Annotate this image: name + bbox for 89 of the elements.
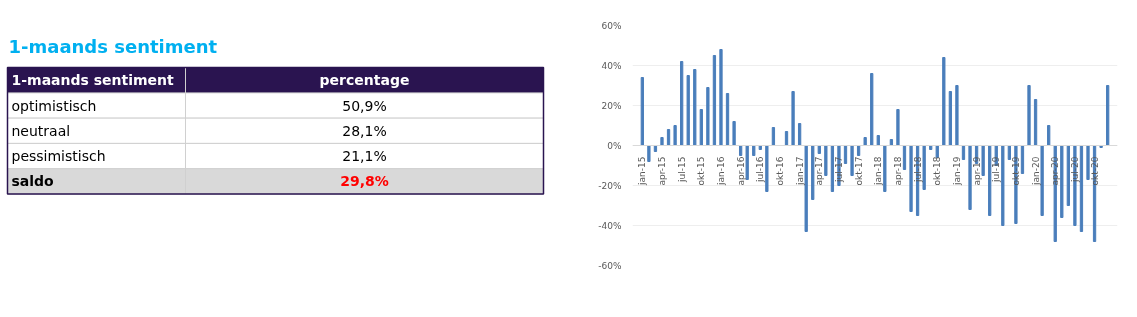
bar (1040, 145, 1044, 216)
y-tick-label: -40% (598, 220, 622, 231)
bar (830, 145, 835, 192)
bar (660, 137, 664, 146)
bar (1086, 145, 1090, 180)
x-tick-label: apr-15 (656, 156, 667, 186)
bar (1014, 145, 1018, 224)
bar (811, 145, 815, 200)
bar (988, 145, 992, 216)
x-tick-label: apr-16 (735, 156, 746, 186)
bar (870, 73, 874, 146)
x-tick-label: apr-19 (971, 156, 982, 186)
bar (732, 121, 736, 146)
bar (942, 57, 946, 146)
x-tick-label: jan-20 (1030, 156, 1041, 186)
bar (765, 145, 769, 192)
x-tick-label: okt-19 (1010, 156, 1021, 186)
bar (791, 91, 795, 146)
bar (929, 145, 933, 150)
x-tick-label: apr-17 (814, 156, 825, 186)
bar (824, 145, 828, 176)
bar (680, 61, 684, 146)
bar (706, 87, 710, 146)
bar (712, 55, 717, 146)
y-tick-label: 20% (601, 100, 622, 111)
bar (1060, 145, 1064, 218)
bar (935, 145, 939, 158)
bar (863, 137, 867, 146)
bar (955, 85, 959, 146)
bar (745, 145, 749, 180)
bar (673, 125, 677, 146)
x-tick-label: jul-18 (912, 156, 923, 183)
x-tick-label: okt-20 (1089, 156, 1100, 186)
y-tick-label: 60% (601, 20, 622, 31)
bar (968, 145, 972, 210)
x-tick-label: jul-20 (1069, 156, 1080, 183)
category-label: pessimistisch (11, 148, 106, 165)
bar (922, 145, 926, 190)
category-label: saldo (11, 173, 55, 190)
text: 1-maands sentiment (11, 72, 175, 89)
text: 1-maands sentiment (8, 36, 218, 58)
x-tick-label: jan-15 (637, 156, 648, 186)
bar (948, 91, 953, 146)
bar (693, 69, 697, 146)
bar (896, 109, 900, 146)
category-label: neutraal (11, 122, 71, 139)
x-tick-label: jan-17 (794, 156, 805, 186)
x-tick-label: okt-18 (932, 156, 943, 186)
text: 21,1% (342, 148, 387, 165)
y-tick-label: -60% (598, 260, 622, 271)
bar (850, 145, 854, 176)
y-tick-label: 0% (607, 140, 622, 151)
bar (725, 93, 730, 146)
text: percentage (319, 72, 410, 89)
bar (686, 75, 690, 146)
x-tick-label: apr-20 (1050, 156, 1061, 186)
bar (1001, 145, 1005, 226)
bar (883, 145, 887, 192)
category-label: optimistisch (11, 97, 97, 114)
bar (647, 145, 651, 162)
x-tick-label: jul-15 (676, 156, 687, 183)
bar (640, 77, 644, 146)
text: 28,1% (342, 122, 387, 139)
bar (1106, 85, 1110, 146)
y-tick-label: 40% (601, 60, 622, 71)
bar (804, 145, 808, 232)
x-tick-label: apr-18 (892, 156, 903, 186)
text: 50,9% (342, 97, 387, 114)
bar (1033, 99, 1038, 146)
x-tick-label: jul-16 (755, 156, 766, 183)
text: 29,8% (340, 173, 389, 190)
bar (1066, 145, 1070, 206)
bar (876, 135, 880, 146)
bar (1079, 145, 1084, 232)
x-tick-label: jul-19 (991, 156, 1002, 183)
x-tick-label: okt-16 (774, 156, 785, 186)
y-tick-label: -20% (598, 180, 622, 191)
x-tick-label: okt-15 (696, 156, 707, 186)
x-tick-label: jan-19 (951, 156, 962, 186)
x-tick-label: jul-17 (833, 156, 844, 183)
bar (817, 145, 821, 154)
x-tick-label: jan-18 (873, 156, 884, 186)
bar (1027, 85, 1031, 146)
x-tick-label: jan-16 (715, 156, 726, 186)
bar (752, 145, 756, 156)
bar (981, 145, 985, 176)
bar (719, 49, 723, 146)
x-tick-label: okt-17 (853, 156, 864, 186)
bar (909, 145, 913, 212)
